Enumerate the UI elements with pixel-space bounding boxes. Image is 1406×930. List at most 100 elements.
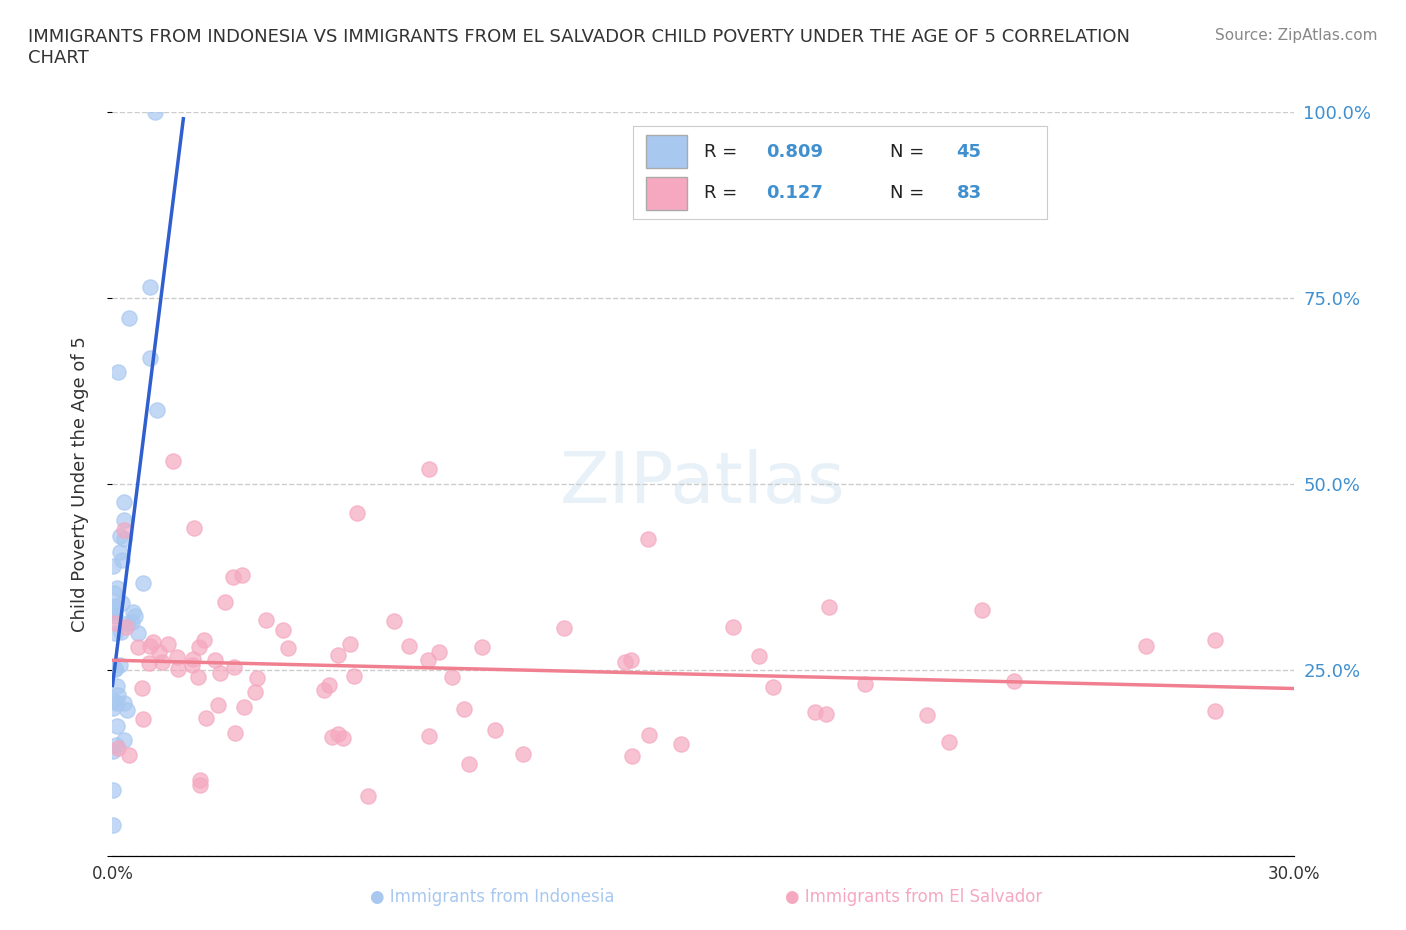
Point (204, 653, 226, 668)
Point (103, 585, 125, 600)
Point (484, 723, 506, 737)
Point (427, 644, 450, 659)
Point (1135, 639, 1157, 654)
FancyBboxPatch shape (645, 135, 688, 167)
Point (256, 613, 278, 628)
Point (669, 737, 692, 751)
Point (112, 495, 135, 510)
Point (103, 604, 125, 619)
Point (112, 532, 135, 547)
Point (195, 711, 218, 725)
Point (101, 817, 124, 832)
Point (112, 512, 135, 527)
Point (328, 647, 350, 662)
Point (104, 661, 127, 676)
Point (108, 544, 131, 559)
Point (418, 728, 440, 743)
Point (139, 279, 162, 294)
Point (166, 649, 188, 664)
Point (621, 749, 644, 764)
Point (356, 789, 378, 804)
Point (118, 748, 141, 763)
Point (110, 624, 132, 639)
Point (145, 403, 167, 418)
Point (112, 733, 135, 748)
Point (118, 311, 141, 325)
Point (115, 702, 138, 717)
Point (418, 461, 440, 476)
Point (188, 778, 211, 793)
Text: IMMIGRANTS FROM INDONESIA VS IMMIGRANTS FROM EL SALVADOR CHILD POVERTY UNDER THE: IMMIGRANTS FROM INDONESIA VS IMMIGRANTS … (28, 28, 1130, 67)
Point (104, 601, 127, 616)
Point (458, 756, 481, 771)
Point (638, 727, 661, 742)
Point (553, 620, 575, 635)
Point (162, 454, 184, 469)
Point (117, 616, 139, 631)
Point (114, 619, 136, 634)
Text: ● Immigrants from El Salvador: ● Immigrants from El Salvador (786, 888, 1042, 906)
Point (1204, 633, 1226, 648)
Point (214, 595, 236, 610)
Point (453, 701, 475, 716)
Point (271, 622, 294, 637)
Point (243, 685, 266, 700)
Point (804, 705, 827, 720)
Point (166, 662, 188, 677)
Point (104, 626, 127, 641)
Point (104, 603, 127, 618)
Point (246, 671, 269, 685)
Point (187, 670, 209, 684)
FancyBboxPatch shape (645, 177, 688, 209)
Point (138, 656, 160, 671)
Point (209, 666, 232, 681)
Point (382, 614, 405, 629)
Point (107, 687, 129, 702)
Point (139, 351, 162, 365)
Point (343, 669, 366, 684)
Point (105, 737, 128, 752)
Point (188, 772, 211, 787)
Text: R =: R = (704, 143, 742, 161)
Point (416, 653, 439, 668)
Point (814, 707, 837, 722)
Point (970, 603, 993, 618)
Point (398, 639, 420, 654)
Point (762, 680, 785, 695)
Point (187, 640, 209, 655)
Point (142, 634, 165, 649)
Point (105, 718, 128, 733)
Point (326, 727, 349, 742)
Point (127, 640, 149, 655)
Point (277, 641, 299, 656)
Point (108, 529, 131, 544)
Point (139, 638, 162, 653)
Point (104, 616, 127, 631)
Point (105, 696, 128, 711)
Text: Source: ZipAtlas.com: Source: ZipAtlas.com (1215, 28, 1378, 43)
Point (193, 632, 215, 647)
Point (112, 523, 135, 538)
Point (107, 740, 129, 755)
Point (231, 568, 253, 583)
Point (132, 576, 155, 591)
Point (183, 652, 205, 667)
Point (103, 783, 125, 798)
Point (818, 599, 841, 614)
Point (107, 365, 129, 379)
Y-axis label: Child Poverty Under the Age of 5: Child Poverty Under the Age of 5 (70, 336, 89, 631)
Point (620, 652, 643, 667)
Point (222, 570, 245, 585)
Point (112, 696, 135, 711)
Point (471, 640, 494, 655)
Point (346, 506, 368, 521)
Text: N =: N = (890, 184, 931, 202)
Text: 0.127: 0.127 (766, 184, 823, 202)
Point (183, 521, 205, 536)
Point (105, 678, 128, 693)
Point (101, 701, 124, 716)
Text: 45: 45 (956, 143, 981, 161)
Point (938, 735, 960, 750)
Point (207, 698, 229, 712)
Point (441, 670, 464, 684)
